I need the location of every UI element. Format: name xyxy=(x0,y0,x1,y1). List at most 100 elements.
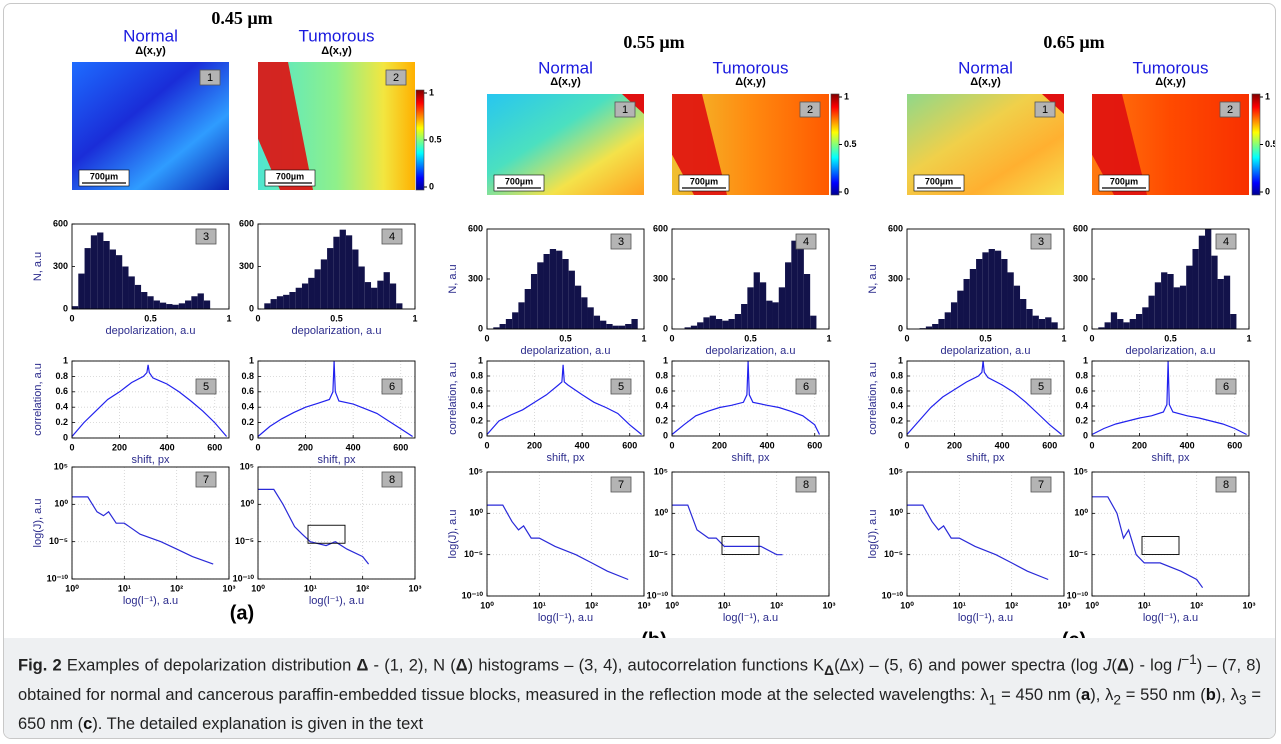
histogram-bar xyxy=(587,307,594,329)
y-tick-label: 0.6 xyxy=(890,385,903,395)
histogram-bar xyxy=(270,299,277,309)
histogram-bar xyxy=(982,252,989,329)
histogram-bar xyxy=(618,325,626,329)
histogram-bar xyxy=(703,317,710,329)
x-tick-label: 0 xyxy=(484,440,489,450)
y-tick-label: 10⁻⁵ xyxy=(49,536,68,546)
scale-bar-bg xyxy=(493,174,545,192)
panel-number-box xyxy=(1215,233,1237,250)
x-tick-label: 400 xyxy=(160,442,175,452)
panel-number-box xyxy=(614,101,636,118)
y-axis-label: log(J), a.u xyxy=(32,499,44,548)
panel-label: (c) xyxy=(1062,629,1086,638)
x-axis-label: shift, px xyxy=(732,452,770,464)
histogram-bar xyxy=(593,315,601,329)
histogram-bar xyxy=(1117,319,1124,329)
x-tick-label: 10³ xyxy=(1057,600,1070,610)
y-tick-label: 10⁻¹⁰ xyxy=(1067,590,1089,600)
x-tick-label: 10³ xyxy=(408,583,421,593)
panel-number: 7 xyxy=(618,479,624,491)
x-tick-label: 0 xyxy=(255,442,260,452)
x-tick-label: 600 xyxy=(1227,440,1242,450)
map-structure xyxy=(258,62,313,190)
x-tick-label: 1 xyxy=(226,313,231,323)
x-tick-label: 1 xyxy=(641,333,646,343)
axes-frame xyxy=(71,223,230,310)
x-tick-label: 200 xyxy=(112,442,127,452)
panel-number: 1 xyxy=(622,104,628,116)
colorbar-tick-label: 0.5 xyxy=(844,139,857,149)
panel-label: (b) xyxy=(641,629,667,638)
panel-number-box xyxy=(795,476,817,493)
histogram-bar xyxy=(1104,322,1111,329)
histogram-bar xyxy=(715,319,723,329)
scale-bar-label: 700µm xyxy=(505,176,533,186)
caption-text: Δ xyxy=(356,656,369,675)
y-tick-label: 0 xyxy=(898,430,903,440)
x-tick-label: 0 xyxy=(1089,333,1094,343)
x-axis-label: shift, px xyxy=(547,452,585,464)
y-tick-label: 1 xyxy=(663,355,668,365)
image-title: Δ(x,y) xyxy=(135,45,166,57)
colorbar xyxy=(830,93,840,196)
scale-bar-bg xyxy=(78,169,130,187)
y-tick-label: 0 xyxy=(663,430,668,440)
histogram-bar xyxy=(568,270,575,329)
histogram-bar xyxy=(969,269,977,329)
panel-number: 5 xyxy=(618,381,624,393)
y-tick-label: 1 xyxy=(478,355,483,365)
x-tick-label: 10² xyxy=(170,583,183,593)
colorbar-tick-label: 0.5 xyxy=(1265,139,1275,149)
x-tick-label: 1 xyxy=(826,333,831,343)
histogram-bar xyxy=(810,315,817,329)
caption-text: ( xyxy=(1111,656,1117,675)
x-tick-label: 10² xyxy=(770,600,783,610)
caption-text: a xyxy=(1081,685,1091,704)
panel-number: 3 xyxy=(203,231,209,243)
y-tick-label: 0.6 xyxy=(470,385,483,395)
wavelength-title: 0.55 µm xyxy=(623,32,684,52)
x-tick-label: 0.5 xyxy=(979,333,992,343)
panel-number-box xyxy=(195,228,217,245)
correlation-line xyxy=(71,364,228,437)
histogram-bar xyxy=(122,266,129,309)
spectrum-line xyxy=(672,504,783,556)
histogram-bar xyxy=(178,303,186,309)
histogram-bar xyxy=(301,283,309,309)
spectrum-line xyxy=(1092,496,1204,589)
y-tick-label: 0 xyxy=(63,432,68,442)
histogram-bar xyxy=(159,302,167,309)
x-tick-label: 10⁰ xyxy=(900,600,914,610)
histogram-bar xyxy=(549,249,557,329)
x-tick-label: 1 xyxy=(1061,333,1066,343)
histogram-bar xyxy=(1198,235,1206,329)
histogram-bar xyxy=(772,302,779,329)
histogram-bar xyxy=(191,296,198,309)
histogram-bar xyxy=(1192,249,1199,329)
axes-frame xyxy=(671,360,830,437)
x-axis-label: log(l⁻¹), a.u xyxy=(123,595,178,607)
y-tick-label: 0 xyxy=(478,323,483,333)
y-tick-label: 300 xyxy=(888,273,903,283)
histogram-bar xyxy=(172,304,179,309)
histogram-bar xyxy=(364,282,372,309)
y-tick-label: 0.2 xyxy=(241,417,254,427)
image-title: Δ(x,y) xyxy=(735,76,766,88)
y-tick-label: 0 xyxy=(249,432,254,442)
image-title: Δ(x,y) xyxy=(1155,76,1186,88)
axes-frame xyxy=(257,466,416,580)
x-tick-label: 10² xyxy=(1005,600,1018,610)
y-tick-label: 300 xyxy=(53,261,68,271)
axes-frame xyxy=(71,466,230,580)
histogram-bar xyxy=(103,241,110,309)
caption-text: - (1, 2), N ( xyxy=(368,656,456,675)
y-tick-label: 300 xyxy=(653,273,668,283)
colorbar-tick-label: 1 xyxy=(844,91,849,101)
x-tick-label: 1 xyxy=(412,313,417,323)
panel-number: 8 xyxy=(803,479,809,491)
panel-number: 4 xyxy=(389,231,395,243)
x-tick-label: 0.5 xyxy=(559,333,572,343)
x-tick-label: 0.5 xyxy=(744,333,757,343)
histogram-bar xyxy=(1154,282,1162,329)
y-tick-label: 10⁻⁵ xyxy=(235,536,254,546)
